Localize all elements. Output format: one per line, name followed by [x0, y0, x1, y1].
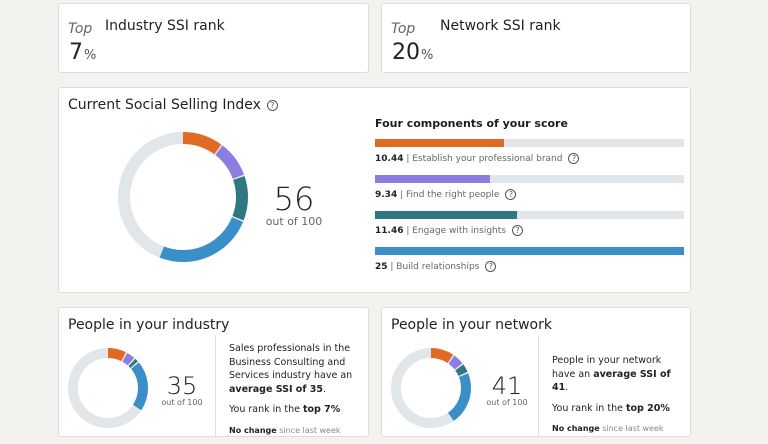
- rank-prefix: Top: [68, 21, 93, 37]
- donut-segment: [68, 348, 148, 428]
- ssi-title: Current Social Selling Index?: [68, 97, 278, 113]
- rank-prefix: Top: [391, 21, 416, 37]
- component-bar-fill: [375, 247, 684, 255]
- ssi-score: 56 out of 100: [265, 180, 323, 228]
- network-rank-title: Network SSI rank: [440, 18, 561, 34]
- components-title: Four components of your score: [375, 117, 568, 130]
- help-icon[interactable]: ?: [505, 189, 517, 200]
- industry-rank-card: Top Industry SSI rank 7%: [58, 3, 369, 73]
- component-label: 9.34 | Find the right people?: [375, 189, 684, 200]
- component-bar-fill: [375, 211, 517, 219]
- ssi-donut: [118, 132, 248, 262]
- component-label: 11.46 | Engage with insights?: [375, 225, 684, 236]
- industry-rank-value: 7%: [69, 40, 97, 65]
- help-icon[interactable]: ?: [266, 99, 278, 111]
- component-bar: [375, 139, 684, 147]
- component-label: 25 | Build relationships?: [375, 261, 684, 272]
- help-icon[interactable]: ?: [511, 225, 523, 236]
- industry-rank-title: Industry SSI rank: [105, 18, 225, 34]
- network-donut: [391, 348, 471, 428]
- help-icon[interactable]: ?: [485, 261, 497, 272]
- donut-segment: [391, 348, 471, 428]
- component-2: 11.46 | Engage with insights?: [375, 211, 684, 236]
- component-bar-fill: [375, 175, 491, 183]
- component-bar: [375, 247, 684, 255]
- network-card: People in your network 41 out of 100 Peop…: [381, 307, 691, 437]
- ssi-card: Current Social Selling Index? 56 out of 1…: [58, 87, 691, 293]
- component-bar: [375, 175, 684, 183]
- donut-segment: [118, 132, 248, 262]
- donut-segment: [68, 348, 148, 428]
- industry-description: Sales professionals in the Business Cons…: [229, 343, 353, 435]
- component-bar-fill: [375, 139, 505, 147]
- industry-title: People in your industry: [68, 317, 230, 333]
- network-title: People in your network: [391, 317, 552, 333]
- network-description: People in your network have an average S…: [552, 355, 671, 433]
- component-1: 9.34 | Find the right people?: [375, 175, 684, 200]
- component-3: 25 | Build relationships?: [375, 247, 684, 272]
- donut-segment: [118, 132, 248, 262]
- network-rank-value: 20%: [392, 40, 434, 65]
- industry-card: People in your industry 35 out of 100 Sal…: [58, 307, 369, 437]
- divider: [215, 335, 216, 436]
- help-icon[interactable]: ?: [568, 153, 580, 164]
- divider: [538, 335, 539, 436]
- component-0: 10.44 | Establish your professional bran…: [375, 139, 684, 164]
- network-rank-card: Top Network SSI rank 20%: [381, 3, 691, 73]
- industry-score: 35 out of 100: [161, 372, 203, 407]
- industry-donut: [68, 348, 148, 428]
- donut-segment: [391, 348, 471, 428]
- component-bar: [375, 211, 684, 219]
- component-label: 10.44 | Establish your professional bran…: [375, 153, 684, 164]
- donut-segment: [118, 132, 248, 262]
- network-score: 41 out of 100: [486, 372, 528, 407]
